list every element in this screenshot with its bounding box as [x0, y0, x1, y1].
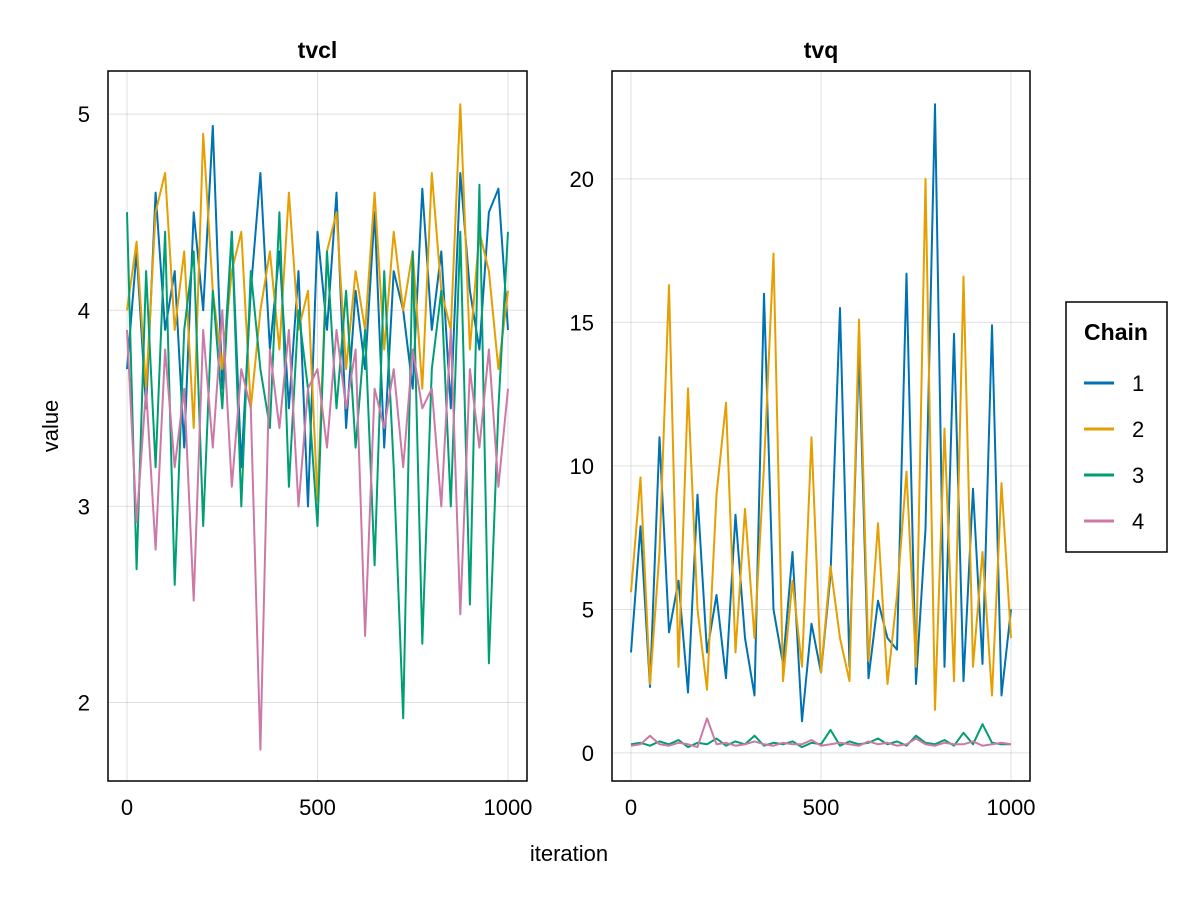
y-tick-label: 2	[78, 691, 90, 716]
legend-label: 4	[1132, 509, 1144, 534]
y-tick-label: 0	[582, 741, 594, 766]
y-tick-label: 3	[78, 494, 90, 519]
legend-label: 1	[1132, 371, 1144, 396]
legend-label: 2	[1132, 417, 1144, 442]
legend-box	[1065, 301, 1168, 553]
panel-title: tvcl	[298, 37, 338, 63]
x-tick-label: 0	[121, 795, 133, 820]
axes-frame	[107, 70, 528, 782]
y-tick-label: 10	[570, 454, 594, 479]
legend-label: 3	[1132, 463, 1144, 488]
panel-tvq: 0 500 1000 0 5 10 15 20 tvq	[570, 37, 1036, 820]
y-tick-label: 20	[570, 167, 594, 192]
panel-tvcl: 0 500 1000 2 3 4 5 tvcl	[78, 37, 533, 820]
x-tick-label: 1000	[483, 795, 532, 820]
y-tick-label: 5	[78, 102, 90, 127]
panel-title: tvq	[804, 37, 839, 63]
x-tick-label: 500	[803, 795, 840, 820]
series-line-chain-2	[630, 177, 1012, 711]
y-tick-label: 4	[78, 298, 90, 323]
series-line-chain-4	[630, 717, 1012, 749]
x-tick-label: 0	[625, 795, 637, 820]
series-line-chain-3	[126, 183, 509, 720]
series-line-chain-4	[126, 309, 509, 751]
legend-title: Chain	[1084, 319, 1148, 345]
y-tick-label: 5	[582, 597, 594, 622]
series-line-chain-3	[630, 723, 1011, 749]
legend: Chain 1 2 3 4	[1065, 301, 1168, 553]
axes-frame	[611, 70, 1031, 782]
y-tick-label: 15	[570, 310, 594, 335]
x-axis-label: iteration	[530, 841, 608, 866]
x-tick-label: 500	[299, 795, 336, 820]
y-axis-label: value	[38, 400, 63, 453]
x-tick-label: 1000	[987, 795, 1036, 820]
